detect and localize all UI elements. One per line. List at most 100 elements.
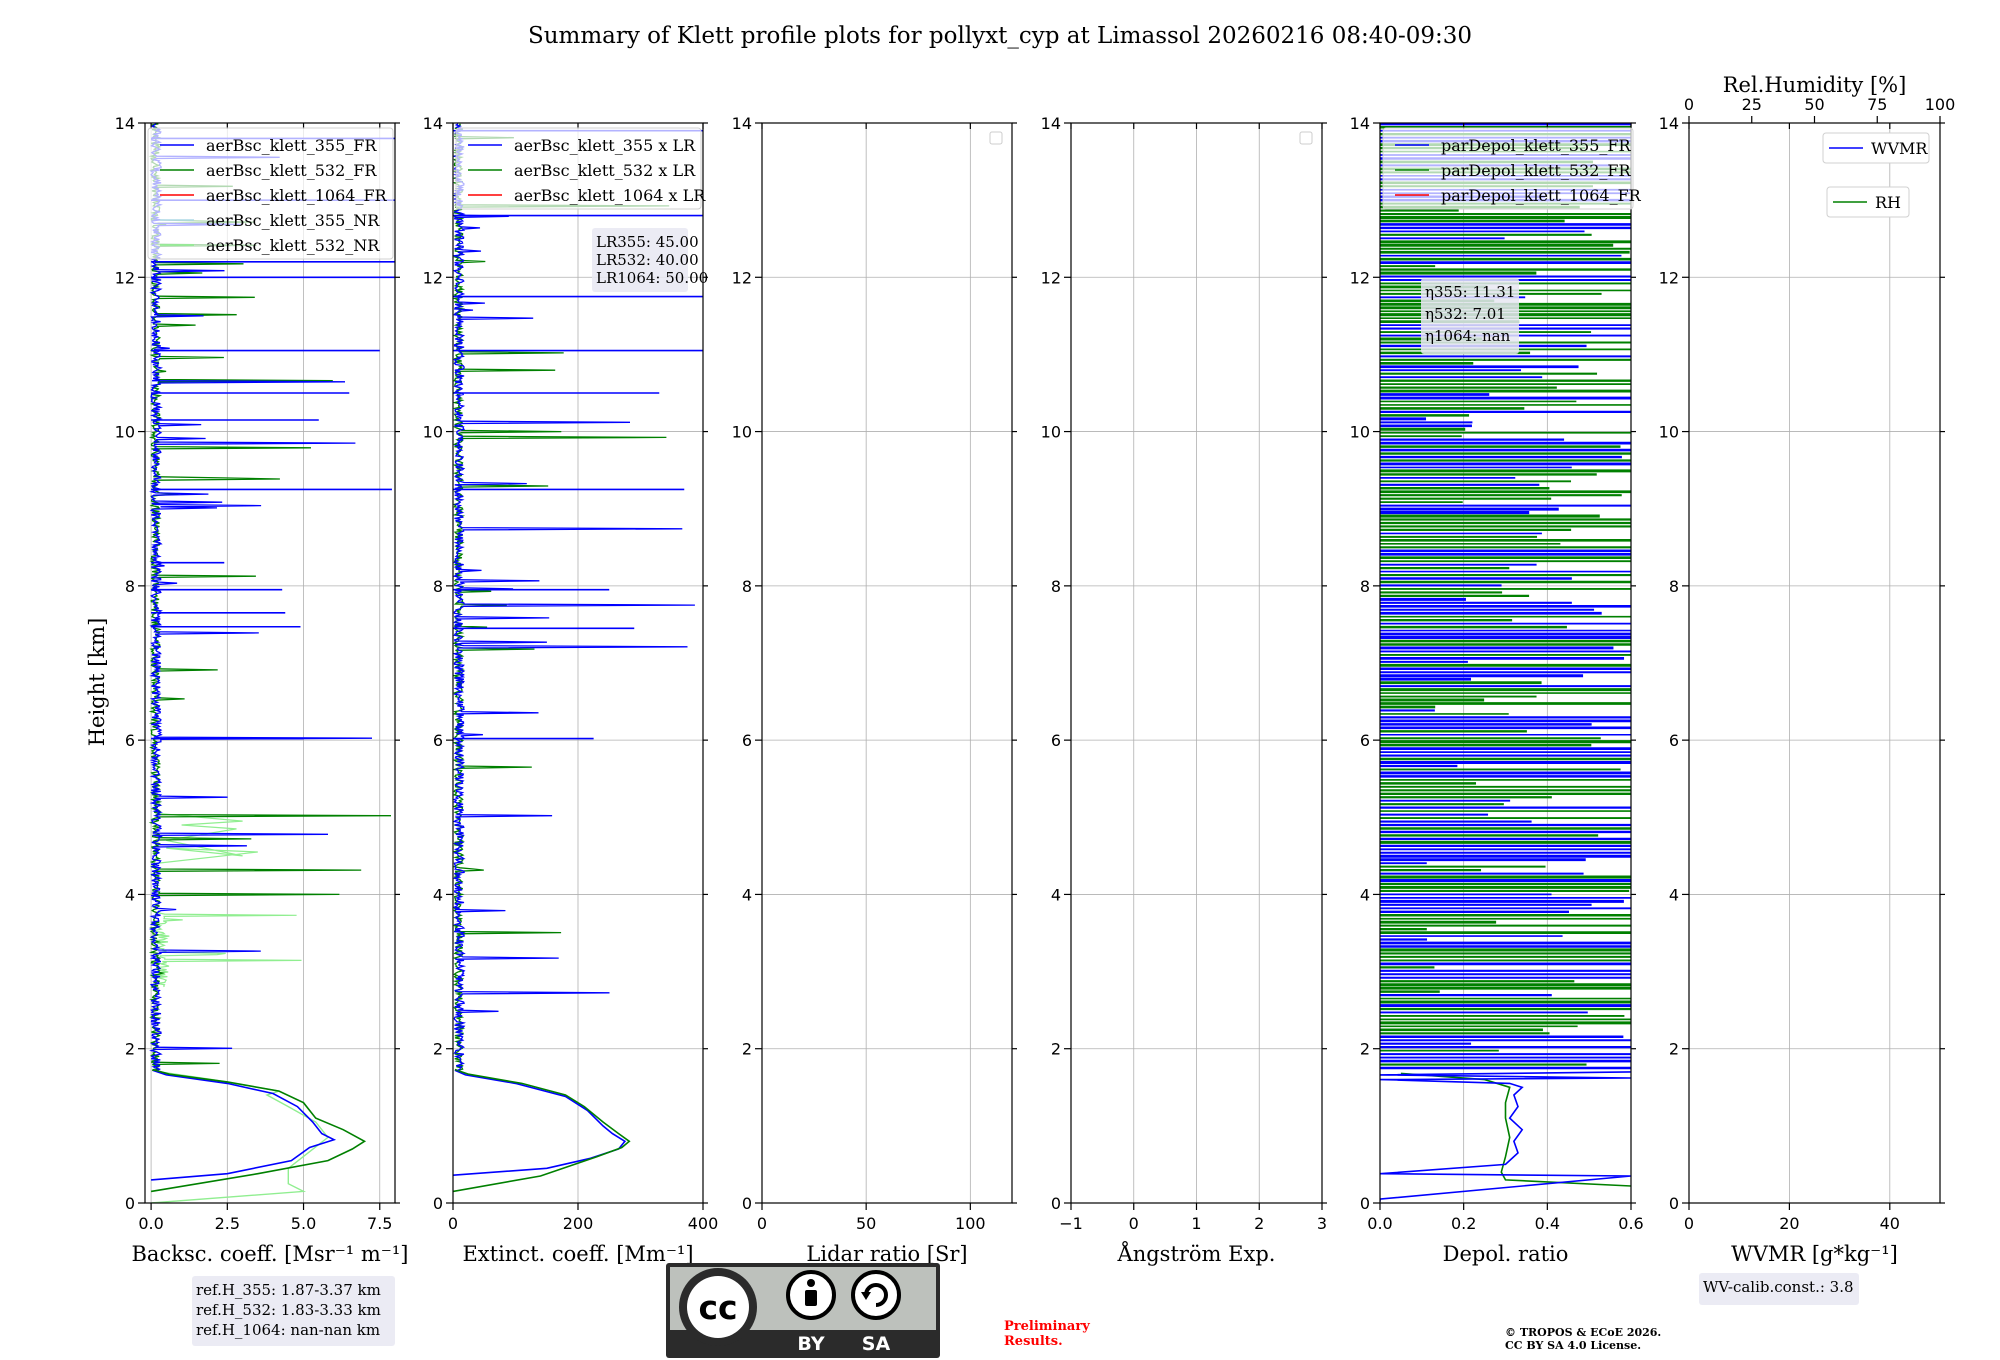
legend: aerBsc_klett_355_FR aerBsc_klett_532_FRae… <box>147 127 394 260</box>
legend-label: aerBsc_klett_355_FR <box>206 136 377 155</box>
fr355-noise-line <box>148 123 373 1071</box>
y-tick-label: 6 <box>1051 731 1061 750</box>
x-axis-label: Ångström Exp. <box>1117 1241 1276 1266</box>
legend: parDepol_klett_355_FR parDepol_klett_532_… <box>1382 127 1642 210</box>
fr355-bl-line <box>151 1069 337 1181</box>
cc-icon: cc <box>679 1268 757 1346</box>
y-tick-label: 10 <box>1659 423 1679 442</box>
panel-water_vapor: 0 20 40 0 2 4 6 8 10 12 14 WVMR [g*kg⁻¹] 0 25 50 75 100 R… <box>1659 73 1955 1305</box>
copyright-line-2: CC BY SA 4.0 License. <box>1505 1339 1641 1352</box>
rh-axis-label: Rel.Humidity [%] <box>1723 73 1907 97</box>
preliminary-line-2: Results. <box>1004 1334 1063 1349</box>
y-tick-label: 4 <box>742 885 752 904</box>
y-tick-label: 0 <box>433 1194 443 1213</box>
legend-label: RH <box>1875 193 1901 212</box>
axes-frame <box>1379 122 1632 1204</box>
legend-label: aerBsc_klett_1064_FR <box>206 186 388 205</box>
plot-area <box>145 123 395 1203</box>
y-tick-label: 0 <box>1360 1194 1370 1213</box>
y-tick-label: 12 <box>732 268 752 287</box>
sa-icon <box>851 1270 901 1320</box>
empty-legend <box>1299 131 1313 145</box>
y-tick-label: 14 <box>1659 114 1679 133</box>
y-tick-label: 14 <box>732 114 752 133</box>
fr532-bl-line <box>453 1068 631 1193</box>
cc-by-label: BY <box>797 1333 824 1355</box>
y-tick-label: 12 <box>423 268 443 287</box>
y-tick-label: 8 <box>742 577 752 596</box>
legend-item: RH <box>1826 186 1910 218</box>
info-line: ref.H_1064: nan-nan km <box>196 1321 380 1339</box>
y-tick-label: 2 <box>433 1040 443 1059</box>
x-tick-label: 200 <box>563 1214 594 1233</box>
legend-label: aerBsc_klett_532_NR <box>206 236 380 255</box>
y-tick-label: 0 <box>125 1194 135 1213</box>
info-line: LR532: 40.00 <box>596 251 699 269</box>
x-tick-label: 0.6 <box>1618 1214 1643 1233</box>
x-axis-label: Depol. ratio <box>1443 1242 1569 1266</box>
y-tick-label: 12 <box>1350 268 1370 287</box>
nr532-noise-line <box>154 910 302 988</box>
y-tick-label: 12 <box>1041 268 1061 287</box>
y-tick-label: 6 <box>125 731 135 750</box>
info-line: WV-calib.const.: 3.8 <box>1703 1278 1854 1296</box>
y-tick-label: 0 <box>1051 1194 1061 1213</box>
x-tick-label: 2 <box>1254 1214 1264 1233</box>
y-tick-label: 8 <box>1360 577 1370 596</box>
x-axis-label: Lidar ratio [Sr] <box>806 1242 967 1266</box>
empty-legend <box>989 131 1003 145</box>
panel-backscatter: 0.0 2.5 5.0 7.5 0 2 4 6 8 10 12 14 Backsc. coeff. [M… <box>115 114 409 1346</box>
legend-item: WVMR <box>1822 132 1930 164</box>
x-tick-label: 1 <box>1191 1214 1201 1233</box>
rh-tick-label: 25 <box>1742 95 1762 114</box>
legend-label: aerBsc_klett_1064 x LR <box>514 186 706 205</box>
x-tick-label: 0 <box>448 1214 458 1233</box>
y-tick-label: 4 <box>1669 885 1679 904</box>
legend-label: parDepol_klett_355_FR <box>1441 136 1632 155</box>
rh-tick-label: 75 <box>1867 95 1887 114</box>
x-tick-label: 0.4 <box>1535 1214 1560 1233</box>
x-tick-label: 2.5 <box>215 1214 240 1233</box>
legend-label: aerBsc_klett_355_NR <box>206 211 380 230</box>
x-axis-label: Backsc. coeff. [Msr⁻¹ m⁻¹] <box>132 1242 409 1266</box>
info-line: η355: 11.31 <box>1425 283 1515 301</box>
axes-frame <box>144 122 396 1204</box>
info-box: WV-calib.const.: 3.8 <box>1699 1273 1859 1305</box>
legend-label: aerBsc_klett_532 x LR <box>514 161 696 180</box>
copyright-note: © TROPOS & ECoE 2026. CC BY SA 4.0 Licen… <box>1505 1326 1661 1352</box>
fr355-bl-line <box>453 1069 627 1176</box>
info-line: ref.H_355: 1.87-3.37 km <box>196 1281 381 1299</box>
legend: aerBsc_klett_355 x LR aerBsc_klett_532 x … <box>455 127 706 210</box>
y-tick-label: 4 <box>1360 885 1370 904</box>
x-tick-label: −1 <box>1059 1214 1083 1233</box>
y-tick-label: 0 <box>1669 1194 1679 1213</box>
y-axis-label: Height [km] <box>85 618 109 747</box>
panel-lidar_ratio: 0 50 100 0 2 4 6 8 10 12 14 Lidar ratio [Sr] <box>732 114 1017 1266</box>
legend-label: aerBsc_klett_355 x LR <box>514 136 696 155</box>
legend-label: parDepol_klett_532_FR <box>1441 161 1632 180</box>
x-tick-label: 0.0 <box>1367 1214 1392 1233</box>
by-icon <box>786 1270 836 1320</box>
y-tick-label: 2 <box>1051 1040 1061 1059</box>
y-tick-label: 10 <box>732 423 752 442</box>
x-axis-label: WVMR [g*kg⁻¹] <box>1731 1242 1898 1266</box>
info-box: η355: 11.31 η532: 7.01 η1064: nan <box>1421 278 1519 354</box>
y-tick-label: 2 <box>742 1040 752 1059</box>
rh-tick-label: 0 <box>1684 95 1694 114</box>
y-tick-label: 10 <box>115 423 135 442</box>
x-tick-label: 0 <box>1684 1214 1694 1233</box>
y-tick-label: 10 <box>1350 423 1370 442</box>
fr355-noise-line <box>453 123 695 1071</box>
figure-title: Summary of Klett profile plots for polly… <box>528 23 1472 49</box>
y-tick-label: 8 <box>1669 577 1679 596</box>
cc-sa-label: SA <box>862 1333 891 1355</box>
y-tick-label: 10 <box>423 423 443 442</box>
y-tick-label: 14 <box>1350 114 1370 133</box>
depol-355-bl-line <box>1380 1071 1631 1202</box>
y-tick-label: 14 <box>423 114 443 133</box>
plot-area <box>762 123 1012 1203</box>
y-tick-label: 2 <box>125 1040 135 1059</box>
legend-label: aerBsc_klett_532_FR <box>206 161 377 180</box>
